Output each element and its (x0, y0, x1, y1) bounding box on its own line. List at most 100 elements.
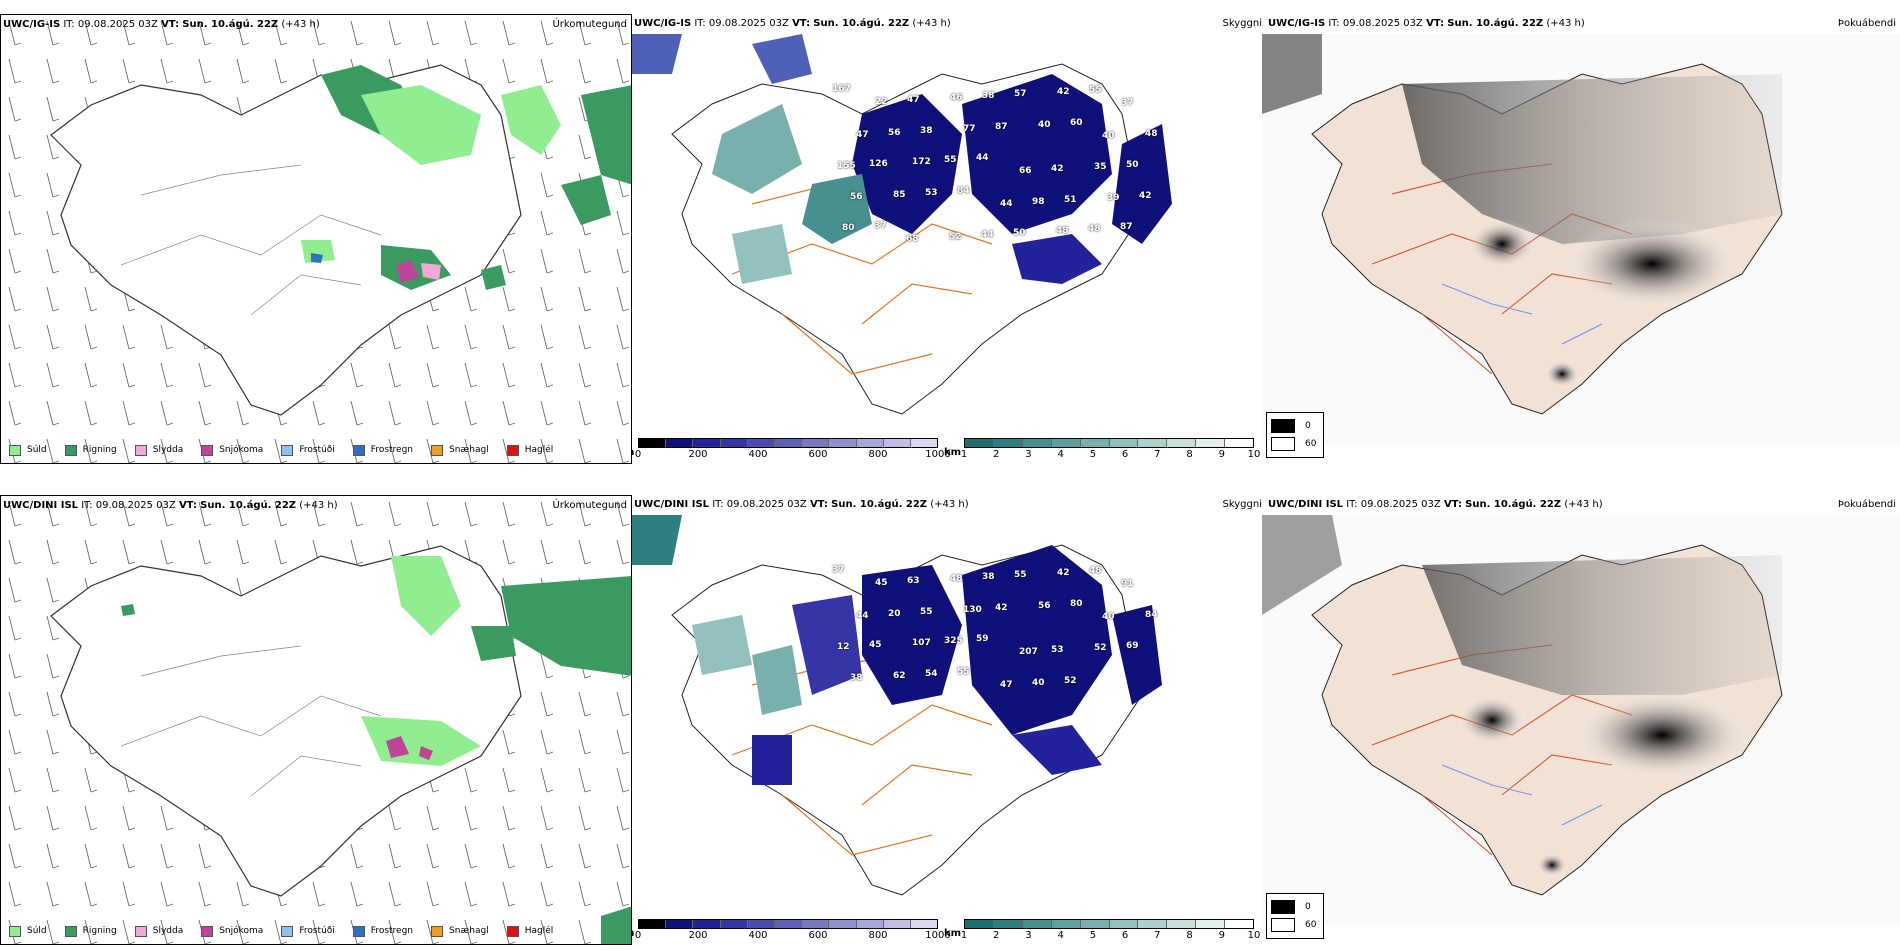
colorbar-tick-label: 1000 (925, 449, 951, 460)
colorbar-segment (1167, 439, 1197, 447)
legend-swatch (201, 925, 214, 937)
visibility-colorbar: 1 2 3 4 5 6 7 8 9 10 km (944, 919, 1261, 942)
colorbar-tick-label: 5 (1089, 449, 1097, 460)
legend-swatch (281, 925, 294, 937)
colorbar-segment (747, 920, 775, 928)
cloud-base-label: 44 (856, 611, 869, 621)
vt-label: VT: (161, 19, 180, 30)
colorbar-segment (883, 439, 911, 447)
colorbar-ticks: 0 200 400 600 800 1000 (635, 449, 951, 461)
cloud-base-label: 47 (907, 95, 920, 105)
colorbar-ticks: 1 2 3 4 5 6 7 8 9 10 (961, 930, 1261, 942)
cloud-base-label: 56 (1038, 601, 1051, 611)
colorbar-tick-label: 6 (1121, 930, 1129, 941)
colorbar-segment (965, 439, 994, 447)
cloud-base-label: 20 (888, 609, 901, 619)
legend-item: Haglél (506, 444, 553, 456)
colorbar-tick-label: 8 (1186, 449, 1193, 460)
vt-label: VT: (1443, 499, 1462, 510)
colorbar-segment (747, 439, 775, 447)
cloud-base-label: 37 (1121, 98, 1134, 108)
cloud-base-label: 47 (1000, 680, 1013, 690)
legend-swatch (134, 444, 147, 456)
colorbar-segment (720, 439, 748, 447)
fog-legend-item: 0 (1271, 898, 1319, 916)
legend-item: Frostúði (281, 444, 335, 456)
colorbar-segment (1225, 920, 1254, 928)
model-name: UWC/DINI ISL (1268, 499, 1344, 510)
iceland-outline (50, 64, 522, 416)
fog-legend-item: 0 (1271, 417, 1319, 435)
vt-value: Sun. 10.ágú. 22Z (1465, 499, 1562, 510)
it-label: IT: (81, 500, 93, 511)
panel-title: Skyggni (1222, 18, 1262, 29)
model-name: UWC/IG-IS (634, 18, 692, 29)
it-value: 09.08.2025 03Z (95, 500, 176, 511)
legend-item: Frostúði (281, 925, 335, 937)
colorbar-tick-label: 1000 (925, 930, 951, 941)
precip-map (1, 496, 631, 944)
colorbar-segment (720, 920, 748, 928)
cloud-base-label: 37 (832, 565, 845, 575)
cloud-base-label: 62 (893, 671, 906, 681)
colorbar-tick-label: 3 (1025, 930, 1032, 941)
colorbar-bar (638, 438, 938, 448)
colorbar-segment (1138, 920, 1168, 928)
legend-item: Snæhagl (431, 925, 489, 937)
cloud-base-colorbar: 0 200 400 600 800 1000 m (632, 919, 951, 942)
colorbar-ticks: 1 2 3 4 5 6 7 8 9 10 (960, 449, 1261, 461)
colorbar-segment (1109, 439, 1139, 447)
cloud-base-label: 55 (944, 155, 957, 165)
colorbar-segment (829, 920, 857, 928)
colorbar-segment (802, 920, 830, 928)
cloud-base-colorbar: 0 200 400 600 800 1000 m (632, 438, 951, 461)
panel-header: UWC/IG-IS IT: 09.08.2025 03Z VT: Sun. 10… (1268, 18, 1585, 29)
colorbar-tick-label: 400 (748, 449, 768, 460)
cloud-base-label: 22 (875, 97, 888, 107)
cloud-base-label: 54 (925, 669, 938, 679)
legend-item: Frostregn (352, 444, 413, 456)
colorbar-segment (856, 439, 884, 447)
fog-legend-item: 60 (1271, 435, 1319, 453)
colorbar-segment (1080, 920, 1110, 928)
cloud-base-label: 87 (995, 122, 1008, 132)
colorbar-segment (1109, 920, 1139, 928)
colorbar-segment (1022, 920, 1052, 928)
colorbar-tick-label: 1 (960, 449, 968, 460)
colorbar-tick-label: 2 (993, 449, 1000, 460)
vt-value: Sun. 10.ágú. 22Z (182, 19, 279, 30)
cloud-base-label: 60 (1070, 118, 1083, 128)
vt-value: Sun. 10.ágú. 22Z (831, 499, 928, 510)
cloud-base-label: 46 (950, 93, 963, 103)
cloud-base-label: 52 (949, 232, 962, 242)
colorbar-segment (993, 439, 1023, 447)
model-name: UWC/IG-IS (3, 19, 61, 30)
colorbar-segment (883, 920, 911, 928)
cloud-base-label: 42 (1051, 164, 1064, 174)
cloud-base-label: 52 (1094, 643, 1107, 653)
cloud-base-label: 69 (1126, 641, 1139, 651)
colorbar-segment (993, 920, 1023, 928)
colorbar-tick-label: 9 (1218, 449, 1225, 460)
legend-swatch (431, 444, 444, 456)
legend-swatch (9, 925, 21, 937)
lead-time: (+43 h) (1564, 499, 1603, 510)
colorbar-segment (1196, 920, 1226, 928)
cloud-base-label: 39 (1107, 193, 1120, 203)
cloud-base-label: 38 (982, 91, 995, 101)
cloud-base-label: 48 (1056, 226, 1069, 236)
it-value: 09.08.2025 03Z (726, 499, 807, 510)
cloud-base-label: 51 (1064, 195, 1077, 205)
panel-header: UWC/DINI ISL IT: 09.08.2025 03Z VT: Sun.… (3, 500, 338, 511)
colorbar-segment (910, 920, 938, 928)
legend-swatch (1271, 419, 1295, 433)
colorbar-tick-label: 10 (1247, 930, 1261, 941)
panel-header: UWC/IG-IS IT: 09.08.2025 03Z VT: Sun. 10… (634, 18, 951, 29)
cloud-base-label: 48 (950, 574, 963, 584)
colorbar-unit: km (944, 928, 962, 939)
colorbar-tick-label: 3 (1025, 449, 1032, 460)
lead-time: (+43 h) (912, 18, 951, 29)
cloud-base-label: 55 (1089, 85, 1102, 95)
colorbar-segment (965, 920, 994, 928)
cloud-base-label: 45 (875, 578, 888, 588)
